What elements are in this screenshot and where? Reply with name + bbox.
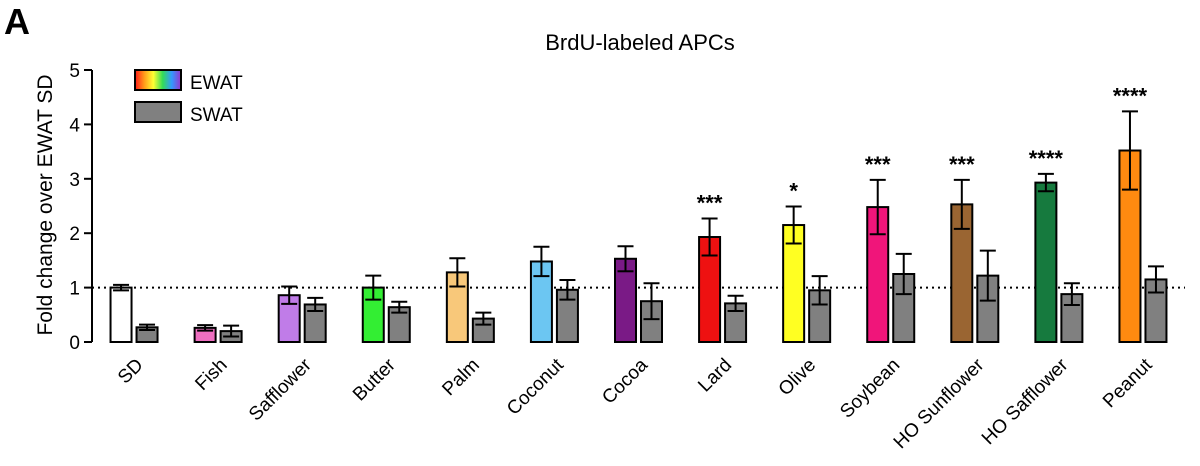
- x-tick-label: Fish: [191, 355, 231, 395]
- significance-label: ***: [865, 152, 891, 177]
- chart-title: BrdU-labeled APCs: [545, 30, 735, 55]
- y-axis-label: Fold change over EWAT SD: [34, 74, 57, 335]
- legend-label-swat: SWAT: [190, 105, 243, 126]
- x-axis-categories: SD Fish Safflower Butter Palm Coconut Cocoa Lar…: [114, 354, 1157, 453]
- x-tick-label: Soybean: [836, 355, 904, 423]
- x-tick-label: Butter: [349, 354, 400, 405]
- y-tick-label: 3: [69, 170, 80, 191]
- x-tick-label: Peanut: [1099, 354, 1157, 412]
- x-tick-label: SD: [114, 355, 148, 389]
- x-tick-label: Coconut: [503, 354, 568, 419]
- x-tick-label: Palm: [438, 355, 483, 400]
- y-tick-label: 0: [69, 333, 80, 354]
- y-tick-label: 2: [69, 224, 80, 245]
- x-tick-label: Olive: [775, 355, 820, 400]
- panel-label: A: [4, 1, 30, 42]
- legend-swatch-swat: [134, 101, 182, 123]
- legend-label-ewat: EWAT: [190, 73, 243, 94]
- significance-label: *: [789, 179, 798, 204]
- x-tick-label: HO Safflower: [978, 354, 1073, 449]
- x-tick-label: Safflower: [245, 354, 316, 425]
- legend: EWAT SWAT: [134, 69, 243, 126]
- bars: *** **** *** ********: [109, 83, 1168, 344]
- bar-ewat-ho-safflower: [1034, 181, 1058, 343]
- x-tick-label: Lard: [694, 355, 736, 397]
- x-tick-label: HO Sunflower: [890, 354, 989, 453]
- y-axis: 0 1 2 3 4 5: [69, 61, 93, 354]
- significance-label: ***: [949, 152, 975, 177]
- significance-label: ****: [1029, 146, 1064, 171]
- y-tick-label: 4: [69, 115, 80, 136]
- y-tick-label: 1: [69, 279, 80, 300]
- bar-ewat-sd: [109, 286, 133, 344]
- y-tick-label: 5: [69, 61, 80, 82]
- significance-label: ***: [697, 191, 723, 216]
- significance-label: ****: [1113, 83, 1148, 108]
- x-tick-label: Cocoa: [598, 354, 652, 408]
- legend-swatch-ewat: [134, 69, 182, 91]
